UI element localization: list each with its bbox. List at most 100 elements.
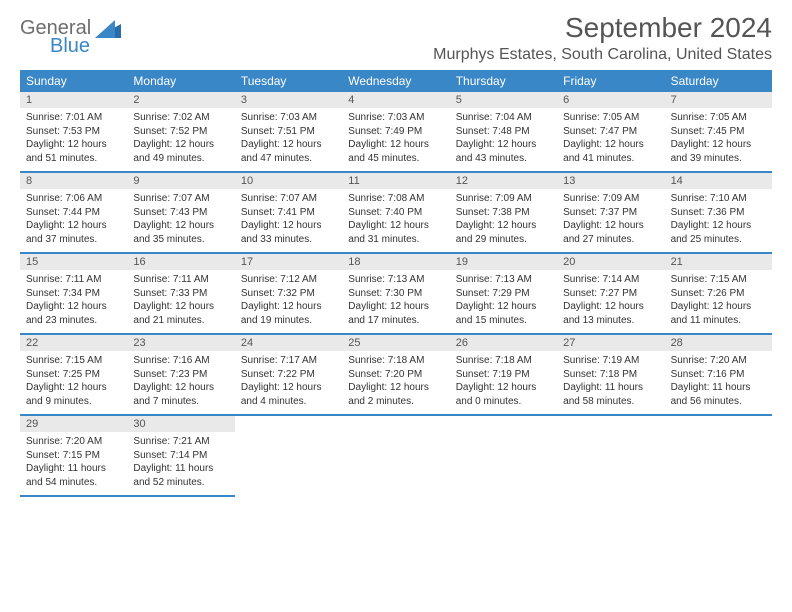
sunset-text: Sunset: 7:16 PM: [671, 368, 766, 382]
sunrise-text: Sunrise: 7:07 AM: [241, 192, 336, 206]
sunset-text: Sunset: 7:26 PM: [671, 287, 766, 301]
day-number: 9: [127, 173, 234, 189]
day-number: 14: [665, 173, 772, 189]
month-title: September 2024: [433, 12, 772, 44]
week-row: 29Sunrise: 7:20 AMSunset: 7:15 PMDayligh…: [20, 416, 772, 497]
day-content: Sunrise: 7:07 AMSunset: 7:43 PMDaylight:…: [127, 189, 234, 252]
sunrise-text: Sunrise: 7:21 AM: [133, 435, 228, 449]
day-cell: 6Sunrise: 7:05 AMSunset: 7:47 PMDaylight…: [557, 92, 664, 171]
day-header-friday: Friday: [557, 70, 664, 92]
sunset-text: Sunset: 7:37 PM: [563, 206, 658, 220]
daylight-text: Daylight: 12 hours and 33 minutes.: [241, 219, 336, 246]
day-cell: 5Sunrise: 7:04 AMSunset: 7:48 PMDaylight…: [450, 92, 557, 171]
sunset-text: Sunset: 7:44 PM: [26, 206, 121, 220]
sunrise-text: Sunrise: 7:04 AM: [456, 111, 551, 125]
sunset-text: Sunset: 7:38 PM: [456, 206, 551, 220]
calendar-page: General Blue September 2024 Murphys Esta…: [0, 0, 792, 509]
day-content: Sunrise: 7:13 AMSunset: 7:30 PMDaylight:…: [342, 270, 449, 333]
day-number: 25: [342, 335, 449, 351]
sunrise-text: Sunrise: 7:18 AM: [456, 354, 551, 368]
day-number: 22: [20, 335, 127, 351]
day-number: 8: [20, 173, 127, 189]
day-cell: 27Sunrise: 7:19 AMSunset: 7:18 PMDayligh…: [557, 335, 664, 414]
day-cell: 22Sunrise: 7:15 AMSunset: 7:25 PMDayligh…: [20, 335, 127, 414]
day-content: Sunrise: 7:19 AMSunset: 7:18 PMDaylight:…: [557, 351, 664, 414]
day-number: 7: [665, 92, 772, 108]
daylight-text: Daylight: 12 hours and 43 minutes.: [456, 138, 551, 165]
sunrise-text: Sunrise: 7:16 AM: [133, 354, 228, 368]
sunrise-text: Sunrise: 7:03 AM: [241, 111, 336, 125]
day-content: Sunrise: 7:12 AMSunset: 7:32 PMDaylight:…: [235, 270, 342, 333]
sunset-text: Sunset: 7:20 PM: [348, 368, 443, 382]
day-number: 23: [127, 335, 234, 351]
day-cell: 4Sunrise: 7:03 AMSunset: 7:49 PMDaylight…: [342, 92, 449, 171]
day-cell: 24Sunrise: 7:17 AMSunset: 7:22 PMDayligh…: [235, 335, 342, 414]
day-content: Sunrise: 7:16 AMSunset: 7:23 PMDaylight:…: [127, 351, 234, 414]
day-cell: 26Sunrise: 7:18 AMSunset: 7:19 PMDayligh…: [450, 335, 557, 414]
day-number: 30: [127, 416, 234, 432]
logo-text-block: General Blue: [20, 18, 91, 56]
day-content: Sunrise: 7:03 AMSunset: 7:51 PMDaylight:…: [235, 108, 342, 171]
day-number: 11: [342, 173, 449, 189]
day-header-sunday: Sunday: [20, 70, 127, 92]
day-cell: 15Sunrise: 7:11 AMSunset: 7:34 PMDayligh…: [20, 254, 127, 333]
sunset-text: Sunset: 7:30 PM: [348, 287, 443, 301]
daylight-text: Daylight: 12 hours and 11 minutes.: [671, 300, 766, 327]
day-content: Sunrise: 7:05 AMSunset: 7:45 PMDaylight:…: [665, 108, 772, 171]
day-content: Sunrise: 7:03 AMSunset: 7:49 PMDaylight:…: [342, 108, 449, 171]
week-row: 22Sunrise: 7:15 AMSunset: 7:25 PMDayligh…: [20, 335, 772, 416]
day-content: Sunrise: 7:04 AMSunset: 7:48 PMDaylight:…: [450, 108, 557, 171]
daylight-text: Daylight: 12 hours and 13 minutes.: [563, 300, 658, 327]
sunrise-text: Sunrise: 7:05 AM: [671, 111, 766, 125]
day-cell: 21Sunrise: 7:15 AMSunset: 7:26 PMDayligh…: [665, 254, 772, 333]
daylight-text: Daylight: 12 hours and 29 minutes.: [456, 219, 551, 246]
day-cell: 9Sunrise: 7:07 AMSunset: 7:43 PMDaylight…: [127, 173, 234, 252]
sunset-text: Sunset: 7:36 PM: [671, 206, 766, 220]
day-number: 3: [235, 92, 342, 108]
day-header-thursday: Thursday: [450, 70, 557, 92]
logo-blue: Blue: [50, 36, 91, 56]
daylight-text: Daylight: 12 hours and 41 minutes.: [563, 138, 658, 165]
sunrise-text: Sunrise: 7:11 AM: [26, 273, 121, 287]
day-content: Sunrise: 7:21 AMSunset: 7:14 PMDaylight:…: [127, 432, 234, 495]
sunrise-text: Sunrise: 7:18 AM: [348, 354, 443, 368]
day-content: Sunrise: 7:20 AMSunset: 7:15 PMDaylight:…: [20, 432, 127, 495]
daylight-text: Daylight: 12 hours and 27 minutes.: [563, 219, 658, 246]
day-number: 29: [20, 416, 127, 432]
daylight-text: Daylight: 12 hours and 0 minutes.: [456, 381, 551, 408]
sunrise-text: Sunrise: 7:07 AM: [133, 192, 228, 206]
day-number: 27: [557, 335, 664, 351]
logo-triangle-icon: [95, 20, 121, 43]
sunset-text: Sunset: 7:53 PM: [26, 125, 121, 139]
day-number: 4: [342, 92, 449, 108]
page-header: General Blue September 2024 Murphys Esta…: [20, 12, 772, 64]
weeks-container: 1Sunrise: 7:01 AMSunset: 7:53 PMDaylight…: [20, 92, 772, 497]
sunrise-text: Sunrise: 7:15 AM: [671, 273, 766, 287]
day-content: Sunrise: 7:01 AMSunset: 7:53 PMDaylight:…: [20, 108, 127, 171]
daylight-text: Daylight: 11 hours and 58 minutes.: [563, 381, 658, 408]
day-number: 26: [450, 335, 557, 351]
day-content: Sunrise: 7:09 AMSunset: 7:37 PMDaylight:…: [557, 189, 664, 252]
sunrise-text: Sunrise: 7:13 AM: [456, 273, 551, 287]
sunrise-text: Sunrise: 7:01 AM: [26, 111, 121, 125]
daylight-text: Daylight: 12 hours and 47 minutes.: [241, 138, 336, 165]
day-cell: 14Sunrise: 7:10 AMSunset: 7:36 PMDayligh…: [665, 173, 772, 252]
day-cell: 18Sunrise: 7:13 AMSunset: 7:30 PMDayligh…: [342, 254, 449, 333]
day-cell: 11Sunrise: 7:08 AMSunset: 7:40 PMDayligh…: [342, 173, 449, 252]
day-content: Sunrise: 7:15 AMSunset: 7:25 PMDaylight:…: [20, 351, 127, 414]
sunset-text: Sunset: 7:49 PM: [348, 125, 443, 139]
day-number: 10: [235, 173, 342, 189]
sunset-text: Sunset: 7:52 PM: [133, 125, 228, 139]
day-header-row: SundayMondayTuesdayWednesdayThursdayFrid…: [20, 70, 772, 92]
daylight-text: Daylight: 12 hours and 37 minutes.: [26, 219, 121, 246]
day-cell: 19Sunrise: 7:13 AMSunset: 7:29 PMDayligh…: [450, 254, 557, 333]
sunset-text: Sunset: 7:25 PM: [26, 368, 121, 382]
day-content: Sunrise: 7:11 AMSunset: 7:33 PMDaylight:…: [127, 270, 234, 333]
sunrise-text: Sunrise: 7:10 AM: [671, 192, 766, 206]
day-number: 16: [127, 254, 234, 270]
day-number: 18: [342, 254, 449, 270]
sunrise-text: Sunrise: 7:20 AM: [26, 435, 121, 449]
day-cell: 13Sunrise: 7:09 AMSunset: 7:37 PMDayligh…: [557, 173, 664, 252]
daylight-text: Daylight: 12 hours and 17 minutes.: [348, 300, 443, 327]
sunset-text: Sunset: 7:33 PM: [133, 287, 228, 301]
